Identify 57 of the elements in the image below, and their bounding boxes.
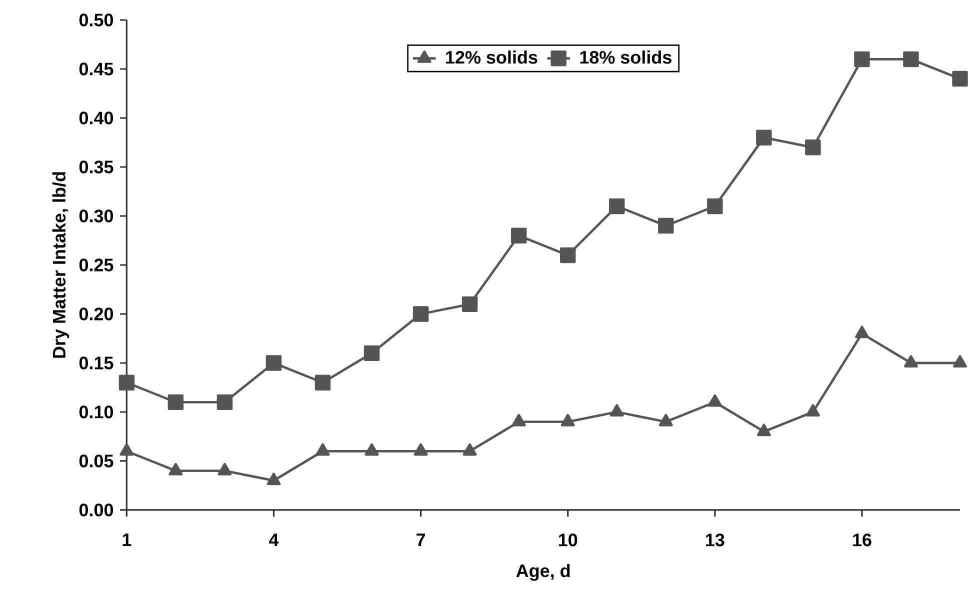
y-tick-label: 0.15	[79, 356, 114, 370]
x-tick-label: 7	[416, 534, 426, 546]
point	[806, 404, 820, 417]
point	[952, 70, 968, 87]
y-tick-label: 0.45	[79, 62, 114, 76]
point	[658, 414, 673, 426]
x-tick-label: 1	[122, 534, 132, 546]
y-tick-label: 0.20	[79, 308, 114, 320]
y-tick-label: 0.25	[79, 258, 114, 272]
y-tick-label: 0.00	[79, 504, 114, 516]
point	[168, 394, 184, 410]
point	[610, 404, 624, 417]
point	[120, 443, 134, 456]
point	[904, 355, 918, 368]
point	[266, 355, 282, 371]
point	[412, 306, 429, 322]
point	[168, 462, 183, 476]
point	[560, 414, 575, 426]
point	[854, 326, 869, 338]
y-tick-label: 0.30	[79, 210, 114, 222]
point	[414, 443, 428, 456]
x-axis-title: Age, d	[516, 564, 570, 581]
point	[658, 218, 674, 234]
point	[512, 414, 526, 426]
legend-label: 12% solids	[446, 50, 538, 64]
point	[218, 462, 232, 476]
point	[560, 247, 576, 264]
x-tick-label: 10	[558, 534, 578, 546]
y-axis-title: Dry Matter Intake, lb/d	[52, 172, 70, 358]
point	[953, 355, 967, 368]
point	[805, 140, 821, 156]
point	[854, 51, 870, 68]
y-tick-label: 0.35	[79, 160, 114, 174]
legend-label: 18% solids	[580, 50, 672, 64]
point	[462, 296, 478, 312]
point	[756, 130, 772, 146]
point	[216, 394, 233, 410]
x-tick-label: 16	[853, 534, 872, 546]
point	[903, 51, 919, 68]
point	[364, 345, 380, 362]
point	[316, 443, 330, 456]
point	[314, 374, 331, 390]
point	[608, 198, 625, 214]
point	[364, 443, 379, 456]
y-tick-label: 0.50	[79, 14, 114, 26]
point	[118, 374, 135, 390]
x-tick-label: 13	[706, 534, 724, 546]
point	[266, 472, 281, 486]
point	[510, 228, 527, 244]
point	[708, 394, 722, 407]
y-tick-label: 0.10	[79, 406, 114, 418]
x-tick-label: 4	[268, 534, 279, 546]
point	[462, 443, 477, 456]
point	[707, 198, 723, 214]
y-tick-label: 0.40	[79, 112, 114, 124]
point	[756, 424, 771, 436]
y-tick-label: 0.05	[79, 454, 114, 468]
